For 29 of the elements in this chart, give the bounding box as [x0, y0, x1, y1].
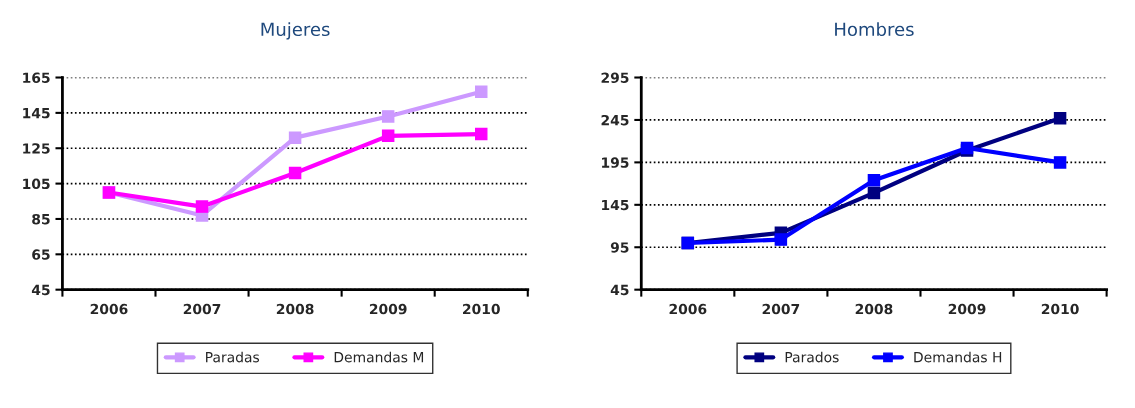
y-tick-label: 195: [602, 157, 629, 168]
legend-label: Demandas M: [334, 351, 424, 363]
y-tick-label: 245: [601, 114, 629, 126]
y-tick-label: 145: [602, 199, 629, 211]
x-tick-label: 2007: [183, 303, 221, 315]
y-tick-label: 165: [23, 72, 50, 83]
chart-title: Mujeres: [261, 22, 330, 40]
x-tick-label: 2007: [762, 303, 800, 315]
x-tick-label: 2009: [948, 303, 986, 315]
y-tick-label: 85: [32, 213, 50, 225]
legend-label: Paradas: [206, 351, 260, 363]
y-tick-label: 125: [23, 143, 50, 154]
x-tick-label: 2006: [669, 303, 707, 315]
x-tick-label: 2006: [90, 303, 128, 315]
x-tick-label: 2010: [1041, 303, 1079, 315]
y-tick-label: 45: [31, 284, 50, 296]
y-tick-label: 295: [601, 72, 629, 83]
x-tick-label: 2010: [463, 303, 500, 315]
y-tick-label: 95: [610, 242, 629, 253]
legend-label: Parados: [785, 351, 839, 363]
y-tick-label: 45: [610, 284, 629, 296]
x-tick-label: 2008: [276, 303, 314, 315]
chart-title: Hombres: [835, 22, 914, 37]
y-tick-label: 145: [23, 108, 50, 119]
y-tick-label: 65: [32, 249, 50, 260]
x-tick-label: 2008: [855, 303, 893, 315]
y-tick-label: 105: [23, 178, 50, 190]
legend-label: Demandas H: [914, 351, 1002, 363]
x-tick-label: 2009: [369, 303, 407, 315]
